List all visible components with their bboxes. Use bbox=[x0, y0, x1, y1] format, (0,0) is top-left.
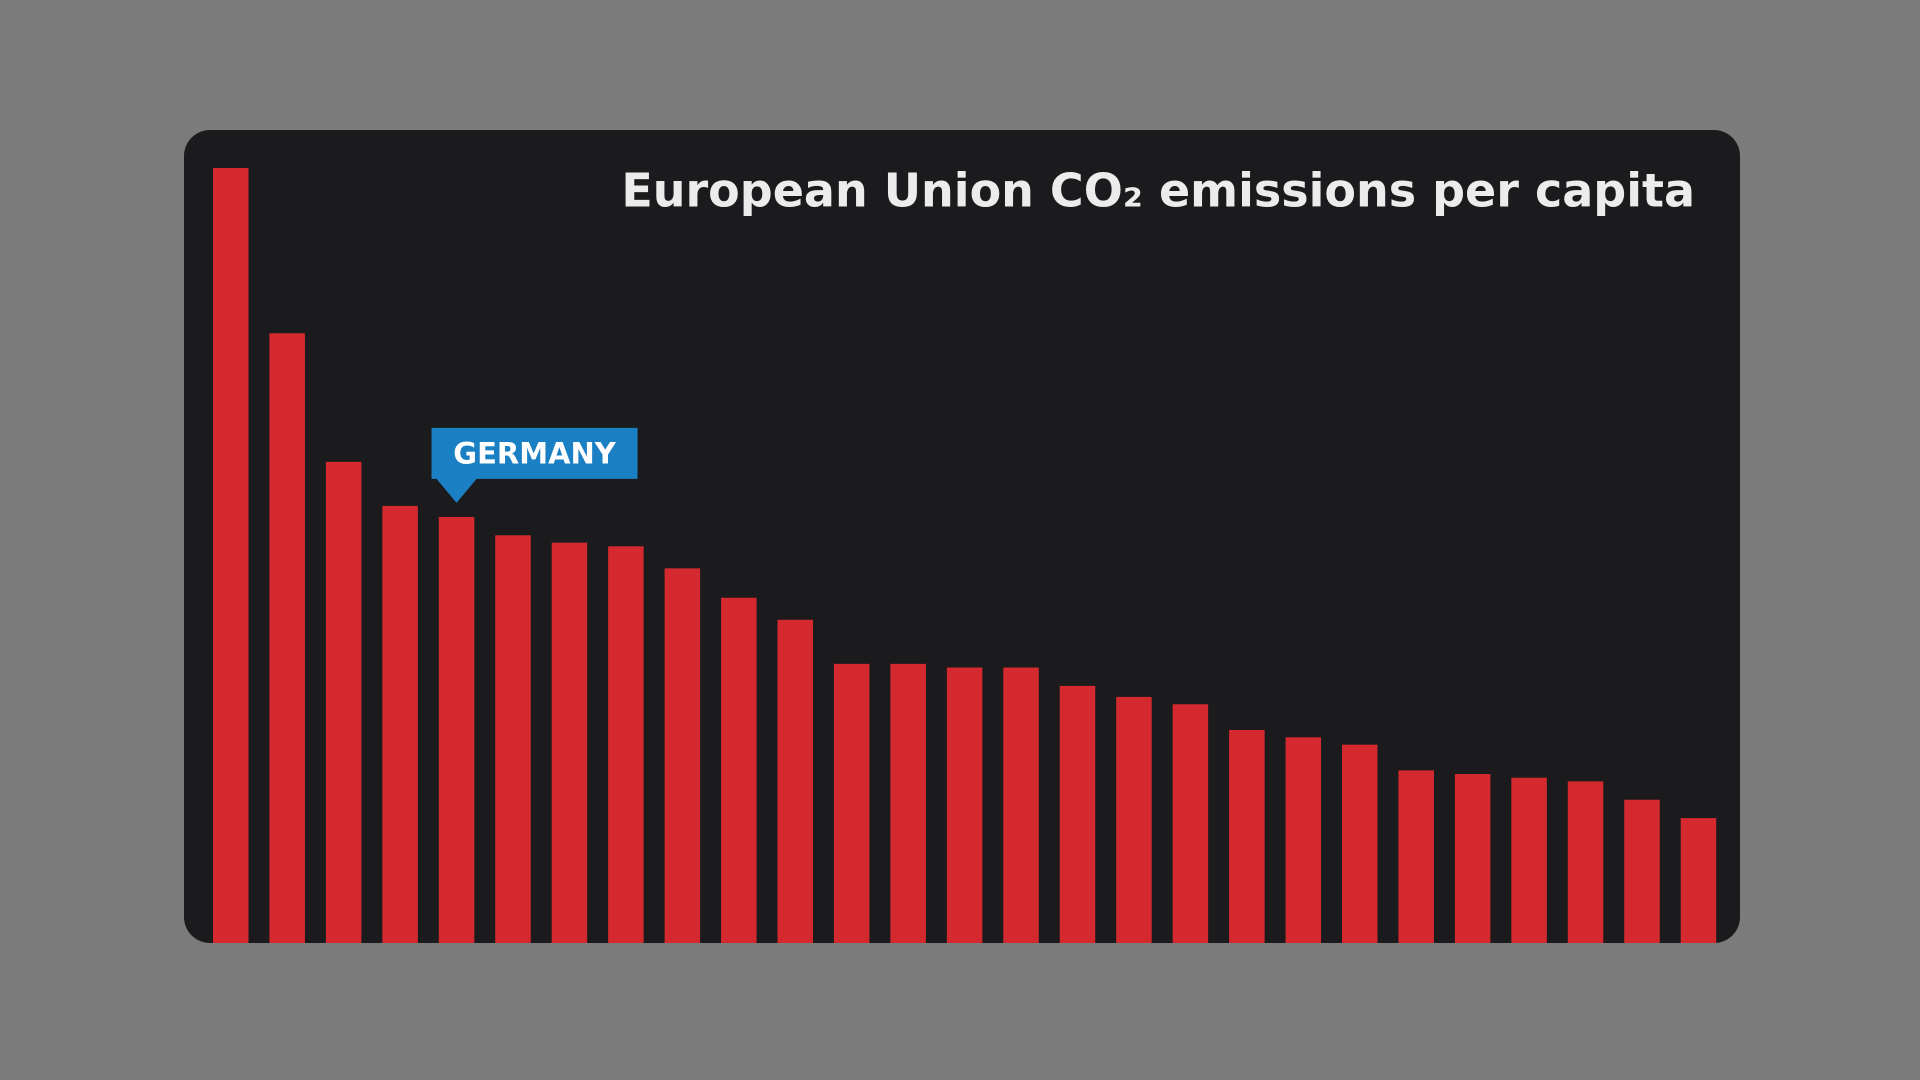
bar bbox=[833, 663, 870, 943]
bar bbox=[213, 168, 249, 943]
bar bbox=[1003, 667, 1039, 943]
bar bbox=[438, 516, 475, 943]
bar bbox=[890, 663, 926, 943]
bar bbox=[1454, 774, 1491, 943]
bar bbox=[1116, 696, 1152, 943]
bar bbox=[1285, 737, 1322, 943]
bar bbox=[721, 597, 757, 943]
bar bbox=[495, 535, 531, 943]
bar bbox=[1059, 685, 1096, 943]
bar bbox=[1172, 704, 1209, 943]
chart-title: European Union CO₂ emissions per capita bbox=[621, 164, 1695, 218]
bar bbox=[1567, 781, 1604, 943]
bar-group bbox=[213, 168, 1717, 943]
bar bbox=[1511, 777, 1547, 943]
bar bbox=[325, 461, 362, 943]
bar bbox=[608, 546, 644, 943]
bar bbox=[1342, 744, 1378, 943]
bar bbox=[946, 667, 983, 943]
bar bbox=[269, 333, 305, 943]
bar bbox=[664, 568, 701, 943]
bar bbox=[1398, 770, 1434, 943]
bar bbox=[1680, 818, 1717, 943]
callout-label: GERMANY bbox=[453, 436, 617, 470]
bar bbox=[551, 542, 588, 943]
bar bbox=[777, 619, 813, 943]
callout-box bbox=[431, 427, 638, 503]
bar bbox=[1624, 799, 1660, 943]
bar bbox=[382, 505, 418, 943]
bar bbox=[1229, 729, 1265, 943]
